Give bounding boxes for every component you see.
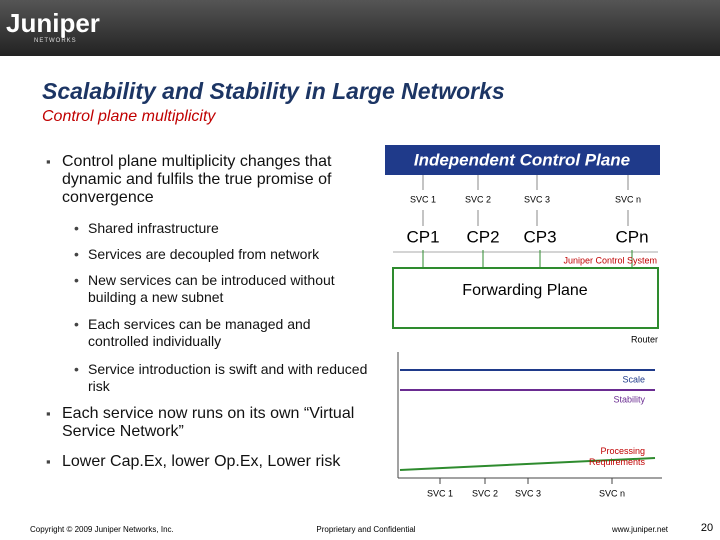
bullet: Control plane multiplicity changes that … <box>40 153 362 207</box>
line-label: Scale <box>622 374 645 384</box>
sub-bullet: New services can be introduced without b… <box>68 272 368 306</box>
subtitle: Control plane multiplicity <box>42 108 216 125</box>
title: Scalability and Stability in Large Netwo… <box>42 78 505 104</box>
cp-links <box>422 250 633 268</box>
logo: Juniper <box>6 8 100 38</box>
header-band <box>0 0 720 56</box>
cp-label: CP3 <box>523 227 556 246</box>
x-label: SVC 3 <box>515 488 541 498</box>
line-label: Processing Requirements <box>588 446 645 467</box>
x-label: SVC 2 <box>472 488 498 498</box>
svc-label: SVC n <box>615 194 641 204</box>
line-label-box: Processing Requirements <box>588 446 645 467</box>
connectors <box>393 175 658 253</box>
footer-center: Proprietary and Confidential <box>316 525 415 534</box>
line-label: Stability <box>613 394 645 404</box>
bullet: Each service now runs on its own “Virtua… <box>40 405 362 441</box>
logo-sub: NETWORKS <box>34 38 77 44</box>
bullet: Lower Cap.Ex, lower Op.Ex, Lower risk <box>40 453 362 471</box>
svc-label: SVC 3 <box>524 194 550 204</box>
copyright: Copyright © 2009 Juniper Networks, Inc. <box>30 525 174 534</box>
forwarding-label: Forwarding Plane <box>462 282 588 299</box>
cp-label: CP1 <box>406 227 439 246</box>
cp-label: CPn <box>615 227 648 246</box>
cp-label: CP2 <box>466 227 499 246</box>
sub-bullet: Shared infrastructure <box>68 220 368 237</box>
forwarding-box <box>392 267 659 329</box>
sub-bullet: Services are decoupled from network <box>68 246 368 263</box>
x-label: SVC 1 <box>427 488 453 498</box>
ctrl-header: Independent Control Plane <box>414 150 630 169</box>
x-ticks <box>439 478 613 484</box>
svc-label: SVC 1 <box>410 194 436 204</box>
page-number: 20 <box>701 522 713 534</box>
x-label: SVC n <box>599 488 625 498</box>
control-system: Juniper Control System <box>563 255 657 265</box>
svc-label: SVC 2 <box>465 194 491 204</box>
footer-url: www.juniper.net <box>611 525 669 534</box>
sub-bullet: Service introduction is swift and with r… <box>68 361 368 395</box>
sub-bullet: Each services can be managed and control… <box>68 316 368 350</box>
router-label: Router <box>631 334 658 344</box>
processing-line <box>399 457 656 471</box>
ctrl-header-box <box>385 145 660 175</box>
